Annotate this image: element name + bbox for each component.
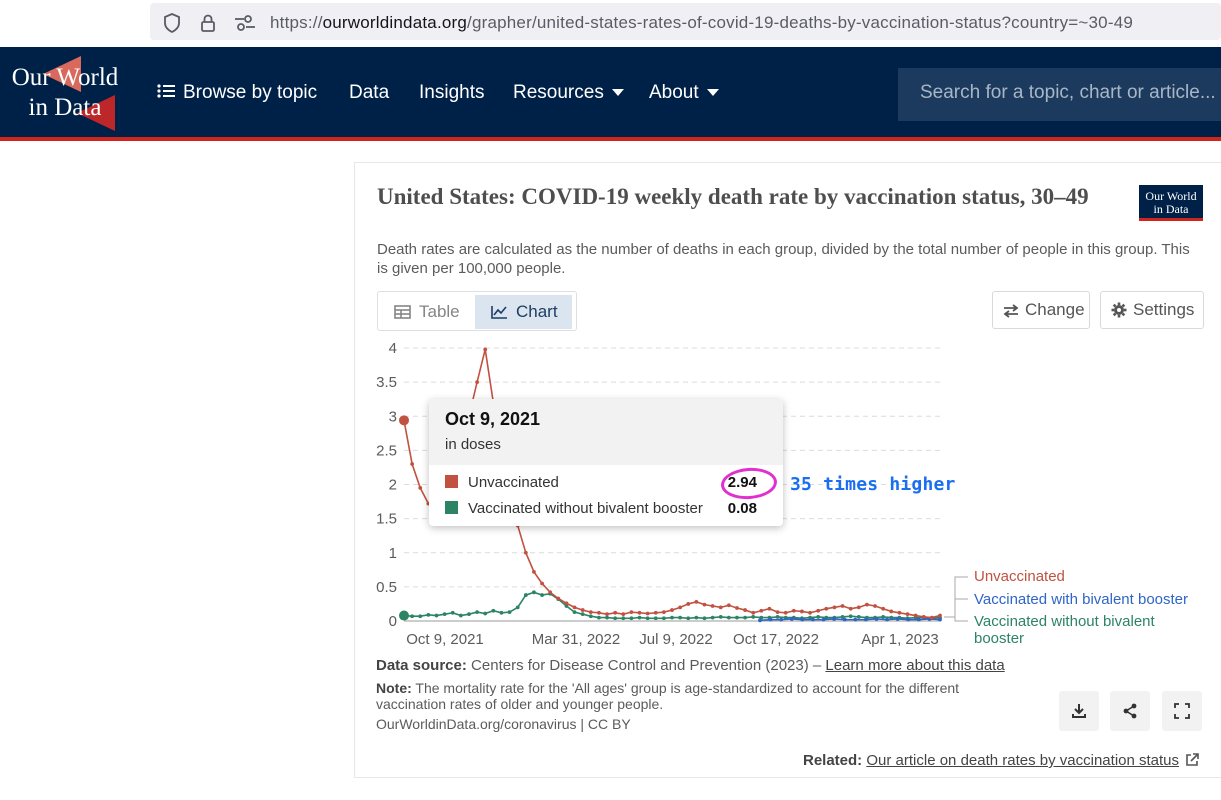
swap-icon [1003,304,1019,318]
note-text: The mortality rate for the 'All ages' gr… [415,680,960,696]
url-text[interactable]: https://ourworldindata.org/grapher/unite… [270,13,1134,32]
share-icon [1123,703,1137,719]
related-label: Related: [803,752,863,769]
legend-line1: Vaccinated without bivalent [974,613,1155,630]
chart-card: United States: COVID-19 weekly death rat… [354,162,1221,778]
nav-browse-by-topic[interactable]: Browse by topic [157,82,317,104]
search-input[interactable]: Search for a topic, chart or article... [898,68,1221,121]
download-button[interactable] [1059,691,1099,731]
logo-triangle-light [43,56,81,92]
expand-icon [1174,703,1190,719]
tooltip-subtitle: in doses [445,436,501,453]
legend-bivalent[interactable]: Vaccinated with bivalent booster [974,591,1189,608]
tooltip-row-unvaccinated: Unvaccinated 2.94 [445,474,775,494]
badge-line1: Our World [1145,189,1197,203]
site-logo[interactable]: Our World in Data [5,56,125,131]
tooltip-row-label: Unvaccinated [468,474,559,491]
legend-swatch [445,475,458,488]
source-text: Centers for Disease Control and Preventi… [471,657,822,674]
caret-down-icon [611,89,624,97]
fullscreen-button[interactable] [1162,691,1202,731]
nav-insights[interactable]: Insights [419,82,484,104]
tooltip-header: Oct 9, 2021 in doses [429,399,783,465]
settings-button[interactable]: Settings [1100,291,1204,329]
tooltip-row-value: 0.08 [727,500,757,517]
line-chart-icon [491,306,507,319]
gear-icon [1111,302,1127,318]
license-text[interactable]: OurWorldinData.org/coronavirus | CC BY [376,716,631,732]
nav-data[interactable]: Data [349,82,389,104]
source-label: Data source: [376,657,467,674]
change-button[interactable]: Change [992,291,1090,329]
lock-icon[interactable] [200,13,216,33]
data-source: Data source: Centers for Disease Control… [376,657,1005,674]
badge-line2: in Data [1153,202,1189,216]
tooltip-title: Oct 9, 2021 [445,409,541,429]
table-icon [394,305,411,319]
annotation-text: 35 times higher [790,474,956,495]
view-tabs: Table Chart [377,291,577,331]
nav-label: About [649,82,699,103]
nav-label: Data [349,82,390,103]
caret-down-icon [706,89,719,97]
tab-label: Chart [516,302,558,321]
tab-table[interactable]: Table [378,295,475,329]
legend-unvaccinated[interactable]: Unvaccinated [974,568,1065,585]
tab-label: Table [419,302,460,321]
change-label: Change [1025,300,1085,319]
note-label: Note: [376,680,412,696]
tooltip-row-value: 2.94 [727,474,757,491]
related-article: Related: Our article on death rates by v… [803,752,1200,769]
tab-chart[interactable]: Chart [475,295,572,329]
learn-more-link[interactable]: Learn more about this data [825,657,1005,674]
tooltip-row-vaccinated: Vaccinated without bivalent booster 0.08 [445,500,775,520]
nav-resources[interactable]: Resources [513,82,624,104]
chart-subtitle: Death rates are calculated as the number… [377,241,1190,277]
permissions-icon[interactable] [234,15,256,31]
download-icon [1072,704,1086,718]
tooltip-row-label: Vaccinated without bivalent booster [468,500,703,517]
nav-about[interactable]: About [649,82,719,104]
nav-label: Browse by topic [183,82,318,103]
chart-note: Note: The mortality rate for the 'All ag… [376,680,959,712]
legend-no-bivalent[interactable]: Vaccinated without bivalent booster [974,613,1155,647]
related-link[interactable]: Our article on death rates by vaccinatio… [866,752,1180,769]
note-text-2: vaccination rates of older and younger p… [376,696,664,712]
share-button[interactable] [1110,691,1150,731]
shield-icon[interactable] [163,13,181,33]
address-bar[interactable]: https://ourworldindata.org/grapher/unite… [150,3,1221,40]
logo-line1: Our World [11,64,119,91]
nav-label: Resources [513,82,604,103]
legend-line2: booster [974,630,1025,647]
owid-badge[interactable]: Our World in Data [1139,185,1203,221]
browser-url-bar: https://ourworldindata.org/grapher/unite… [0,0,1221,45]
chart-tooltip: Oct 9, 2021 in doses Unvaccinated 2.94 V… [429,399,783,526]
list-icon [157,84,175,98]
nav-label: Insights [419,82,485,103]
site-header: Our World in Data Browse by topic Data I… [0,47,1221,141]
legend-swatch [445,501,458,514]
logo-line2: in Data [28,94,102,121]
chart-title: United States: COVID-19 weekly death rat… [377,184,1089,209]
logo-triangle-dark [77,95,115,131]
external-link-icon[interactable] [1185,753,1200,767]
settings-label: Settings [1133,300,1195,319]
